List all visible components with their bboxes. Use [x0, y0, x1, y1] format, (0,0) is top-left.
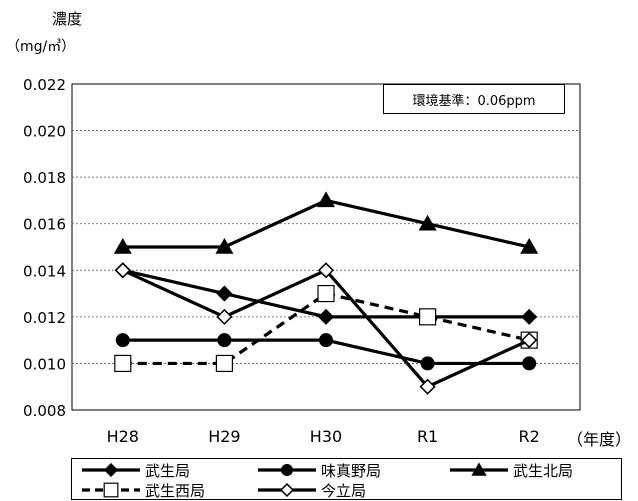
x-tick-label: H29: [208, 427, 240, 446]
series-味真野局: [115, 333, 537, 371]
legend-item: 武生北局: [448, 460, 573, 480]
legend-label: 武生局: [145, 461, 191, 480]
legend-swatch: [258, 482, 316, 498]
x-tick-label: R1: [417, 427, 438, 446]
x-axis-unit: （年度）: [567, 430, 632, 449]
x-tick-label: H28: [107, 427, 139, 446]
y-tick-label: 0.014: [23, 262, 66, 280]
data-point: [114, 262, 131, 279]
series-武生北局: [113, 191, 539, 254]
data-point: [418, 214, 437, 231]
y-axis-unit: （mg/㎥）: [6, 39, 76, 55]
x-tick-label: R2: [519, 427, 540, 446]
legend-label: 今立局: [321, 481, 367, 500]
data-point: [215, 238, 234, 254]
legend-label: 味真野局: [321, 461, 382, 480]
data-point: [317, 262, 335, 279]
data-point: [103, 462, 119, 478]
legend-item: 武生局: [80, 460, 190, 480]
data-point: [319, 333, 333, 348]
y-tick-label: 0.018: [23, 169, 66, 187]
y-tick-label: 0.012: [23, 309, 66, 327]
legend-swatch: [450, 462, 508, 476]
y-tick-label: 0.008: [23, 402, 66, 420]
y-tick-label: 0.020: [23, 123, 66, 141]
legend-swatch: [82, 462, 140, 478]
series-武生西局: [114, 284, 538, 373]
legend-item: 武生西局: [80, 480, 205, 500]
legend-label: 武生西局: [145, 481, 206, 500]
data-point: [521, 308, 538, 325]
plot-area: [71, 83, 581, 411]
series-今立局: [114, 262, 538, 395]
data-point: [471, 462, 487, 476]
legend-item: 今立局: [256, 480, 366, 500]
data-point: [217, 333, 232, 348]
data-point: [103, 482, 119, 498]
data-point: [279, 482, 295, 498]
data-point: [522, 356, 537, 371]
data-point: [113, 238, 132, 254]
series-line: [122, 291, 530, 366]
environmental-standard-annotation: 環境基準：0.06ppm: [383, 84, 565, 114]
y-tick-label: 0.010: [23, 355, 66, 373]
legend-swatch: [258, 464, 316, 476]
data-point: [419, 308, 437, 326]
y-tick-label: 0.022: [23, 76, 66, 94]
x-tick-label: H30: [310, 427, 342, 446]
data-point: [420, 356, 435, 371]
data-point: [520, 238, 539, 254]
data-point: [215, 354, 233, 373]
data-point: [216, 308, 233, 325]
legend-label: 武生北局: [513, 461, 574, 480]
data-point: [216, 285, 233, 302]
data-point: [419, 378, 436, 395]
y-tick-label: 0.016: [23, 216, 66, 234]
data-point: [317, 191, 335, 208]
data-point: [281, 464, 293, 476]
data-point: [521, 332, 538, 349]
data-point: [317, 284, 335, 303]
y-axis-title: 濃度: [52, 10, 83, 28]
legend-item: 味真野局: [256, 460, 381, 480]
chart-legend: 武生局 味真野局 武生北局武生西局 今立局: [71, 458, 622, 500]
data-point: [114, 354, 132, 373]
legend-swatch: [82, 482, 140, 498]
data-point: [317, 308, 335, 325]
data-point: [115, 333, 130, 348]
